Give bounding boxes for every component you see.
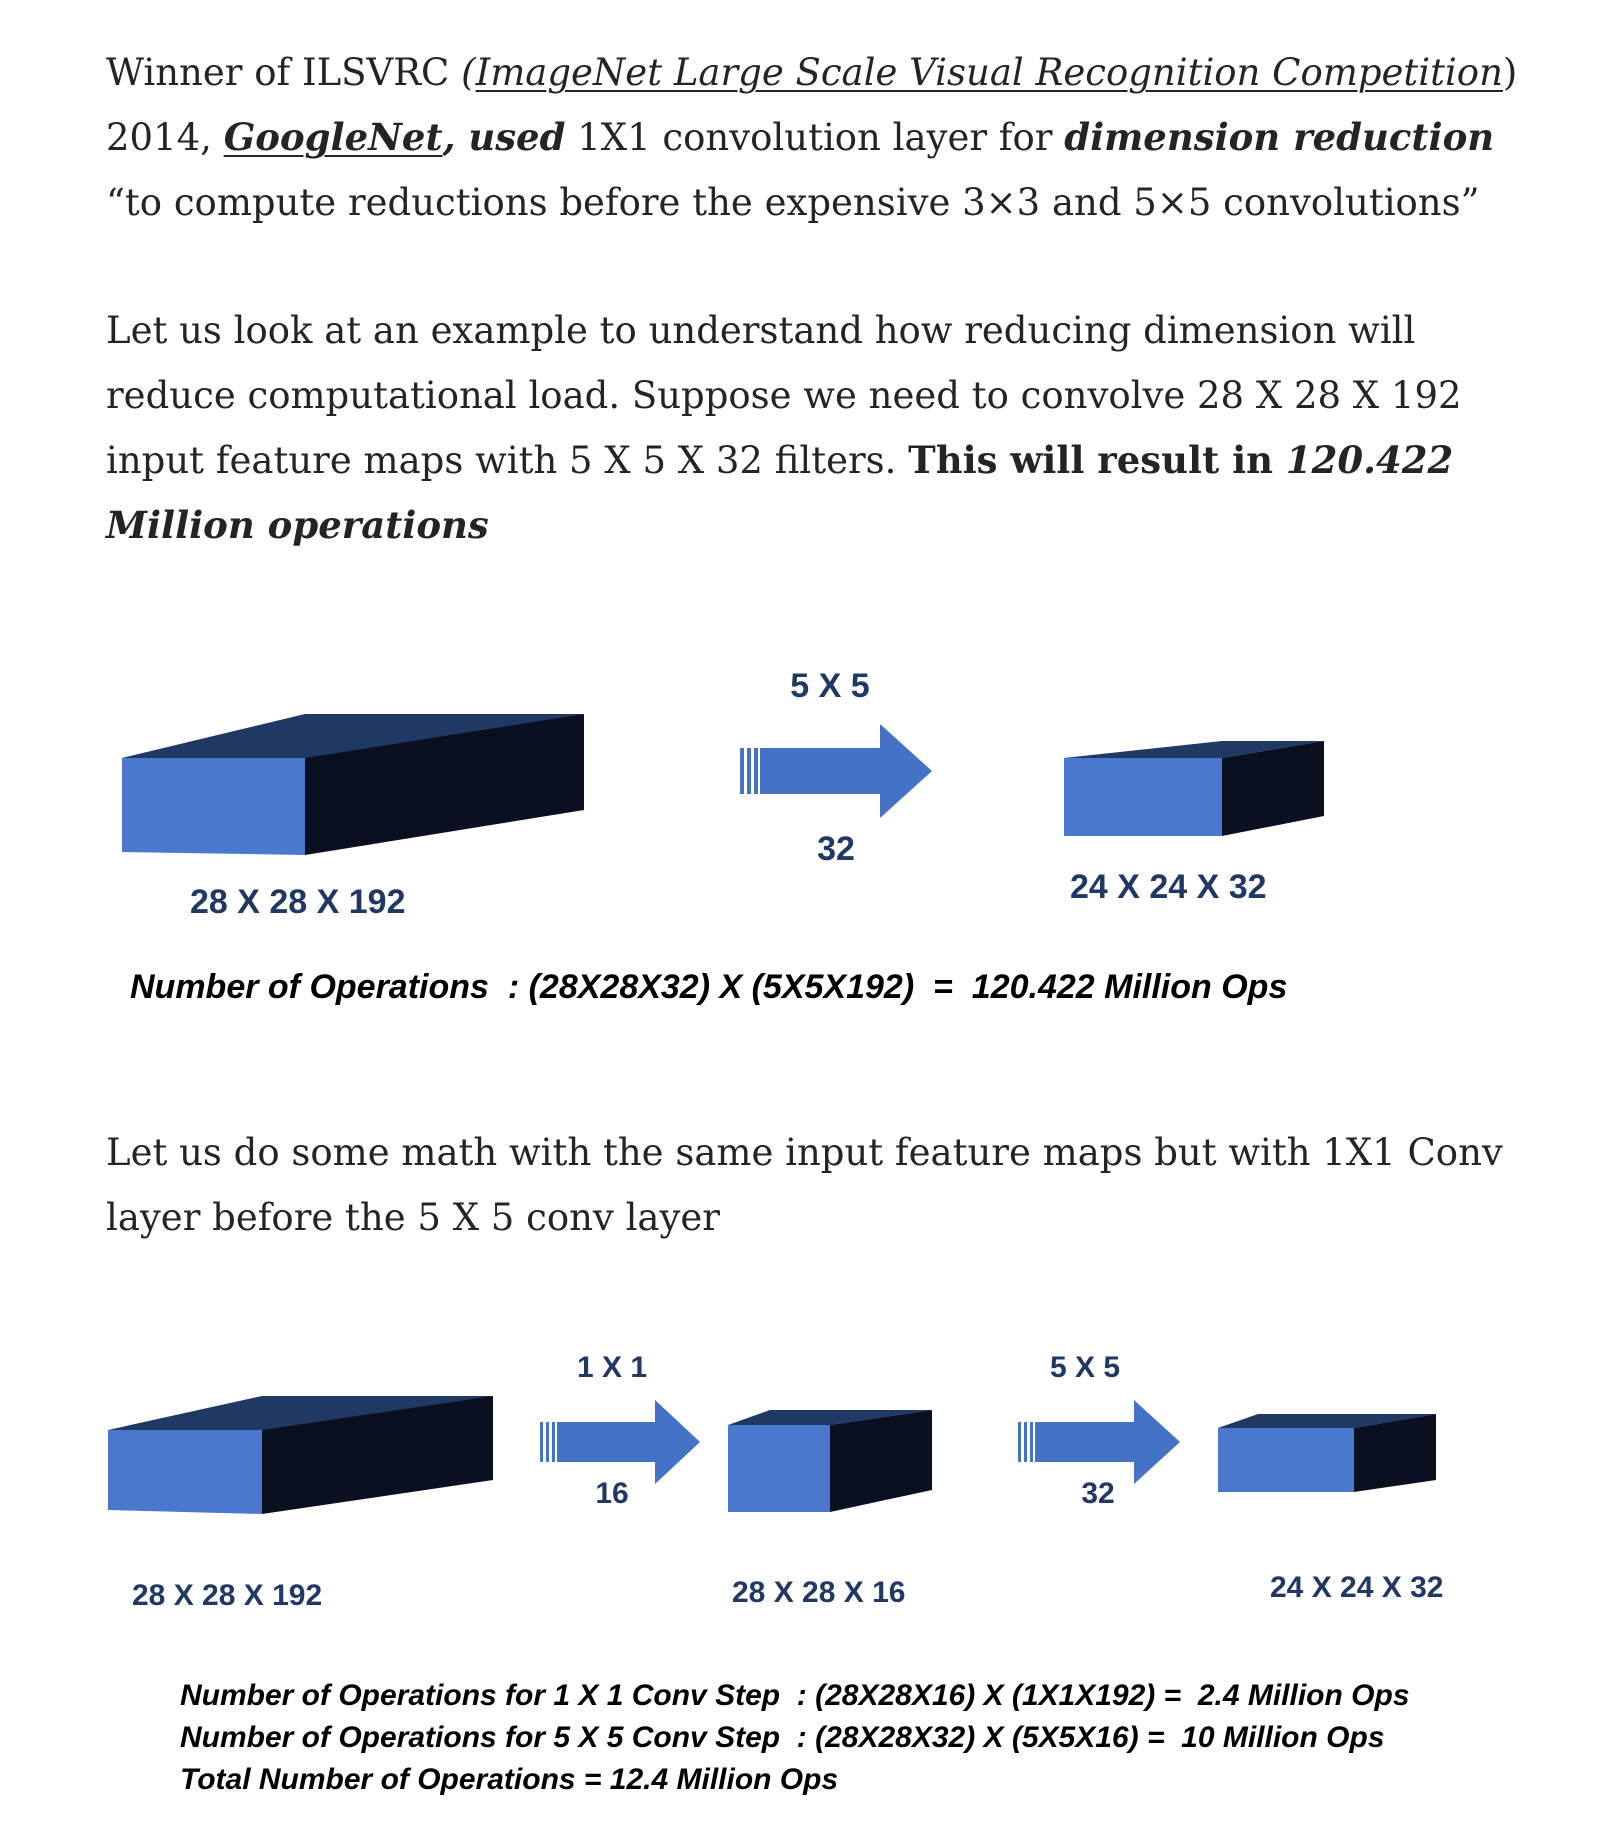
output-dimension-label: 24 X 24 X 32 [1270, 1571, 1443, 1604]
block-front-face [1064, 758, 1222, 836]
text-run: ( [461, 51, 476, 94]
block-front-face [122, 758, 305, 855]
arrow-tail-stripe [546, 1422, 549, 1462]
text-run: Winner of ILSVRC [106, 51, 462, 94]
text-run: dimension reduction [1064, 115, 1495, 159]
conv1-size-label: 1 X 1 [577, 1351, 647, 1384]
text-run: 1X1 convolution layer for [565, 116, 1065, 159]
paragraph-math-intro: Let us do some math with the same input … [106, 1120, 1526, 1250]
operations-formula: Number of Operations : (28X28X32) X (5X5… [130, 968, 1287, 1006]
text-run: ) 2014, [106, 51, 1518, 159]
figure-bottleneck-convolution: 1 X 1 16 5 X 5 32 28 X 28 X 192 28 X 28 … [0, 1340, 1600, 1810]
arrow-tail-stripe [754, 748, 758, 794]
conv2-count-label: 32 [1081, 1477, 1114, 1510]
text-run: This will result in [908, 438, 1286, 482]
arrow-tail-stripe [747, 748, 751, 794]
intermediate-volume-block [728, 1410, 932, 1512]
output-volume-block [1218, 1414, 1436, 1492]
figure-direct-convolution: 5 X 5 32 28 X 28 X 192 24 X 24 X 32 Numb… [0, 640, 1600, 1020]
paragraph-googlenet: Winner of ILSVRC (ImageNet Large Scale V… [106, 40, 1526, 235]
block-top-face [1218, 1414, 1436, 1428]
arrow-tail-stripe [540, 1422, 543, 1462]
text-run: Let us look at an example to understand … [106, 309, 1462, 482]
arrow-body [557, 1400, 700, 1484]
intermediate-dimension-label: 28 X 28 X 16 [732, 1576, 905, 1609]
arrow-tail-stripe [1030, 1422, 1033, 1462]
block-top-face [1064, 741, 1324, 758]
conv2-size-label: 5 X 5 [1050, 1351, 1120, 1384]
figure2-svg: 1 X 1 16 5 X 5 32 28 X 28 X 192 28 X 28 … [108, 1351, 1443, 1796]
block-top-face [108, 1396, 493, 1430]
operations-line-1x1: Number of Operations for 1 X 1 Conv Step… [180, 1679, 1410, 1712]
text-run: , used [442, 115, 566, 159]
arrow-tail-stripe [740, 748, 744, 794]
conv5x5-arrow [1018, 1400, 1180, 1484]
text-run: Let us do some math with the same input … [106, 1131, 1503, 1239]
paragraph-example: Let us look at an example to understand … [106, 298, 1526, 558]
figure1-svg: 5 X 5 32 28 X 28 X 192 24 X 24 X 32 Numb… [122, 667, 1324, 1006]
arrow-tail-stripe [1024, 1422, 1027, 1462]
block-top-face [728, 1410, 932, 1425]
block-side-face [1222, 741, 1324, 836]
filter-count-label: 32 [817, 830, 855, 868]
input-dimension-label: 28 X 28 X 192 [190, 883, 406, 921]
arrow-body [1035, 1400, 1180, 1484]
block-front-face [728, 1425, 830, 1512]
operations-total: Total Number of Operations = 12.4 Millio… [180, 1763, 838, 1796]
filter-size-label: 5 X 5 [790, 667, 869, 705]
output-dimension-label: 24 X 24 X 32 [1070, 868, 1267, 906]
output-volume-block [1064, 741, 1324, 836]
imagenet-link[interactable]: ImageNet Large Scale Visual Recognition … [475, 51, 1503, 94]
arrow-body [760, 724, 932, 818]
block-front-face [1218, 1428, 1354, 1492]
text-run: “to compute reductions before the expens… [106, 181, 1480, 224]
conv1x1-arrow [540, 1400, 700, 1484]
block-side-face [305, 714, 584, 855]
conv1-count-label: 16 [595, 1477, 628, 1510]
block-side-face [1354, 1414, 1436, 1492]
googlenet-link[interactable]: GoogleNet [223, 115, 443, 159]
convolution-arrow [740, 724, 932, 818]
arrow-tail-stripe [1018, 1422, 1021, 1462]
input-dimension-label: 28 X 28 X 192 [132, 1579, 322, 1612]
block-side-face [262, 1396, 493, 1514]
operations-line-5x5: Number of Operations for 5 X 5 Conv Step… [180, 1721, 1385, 1754]
text-run: 120.422 Million operations [106, 438, 1454, 547]
arrow-tail-stripe [552, 1422, 555, 1462]
input-volume-block [122, 714, 584, 855]
input-volume-block [108, 1396, 493, 1514]
block-top-face [122, 714, 584, 758]
block-front-face [108, 1430, 262, 1514]
block-side-face [830, 1410, 932, 1512]
